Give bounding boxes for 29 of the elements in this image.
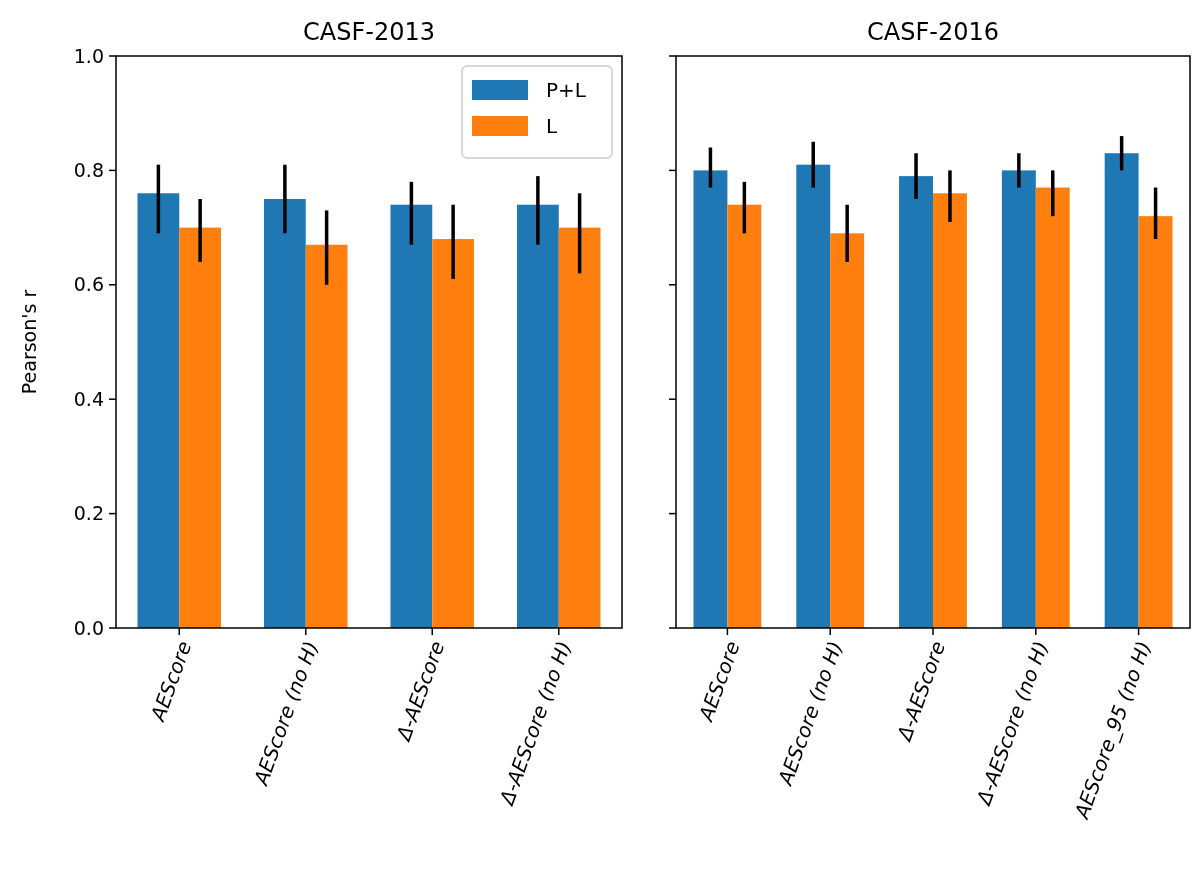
y-tick-label: 0.2 bbox=[73, 502, 104, 525]
y-tick-label: 0.0 bbox=[73, 616, 104, 639]
y-tick-label: 0.8 bbox=[73, 159, 104, 182]
bar bbox=[305, 244, 348, 628]
bar bbox=[517, 204, 559, 628]
bar bbox=[179, 227, 221, 628]
bar bbox=[558, 227, 601, 628]
y-axis-title: Pearson's r bbox=[18, 289, 40, 395]
chart-title: CASF-2016 bbox=[867, 18, 999, 46]
bar bbox=[432, 239, 474, 628]
bar bbox=[899, 176, 933, 628]
bar bbox=[933, 193, 967, 628]
bar bbox=[1104, 153, 1139, 628]
chart-title: CASF-2013 bbox=[303, 18, 435, 46]
bar bbox=[137, 193, 180, 628]
bar bbox=[796, 164, 831, 628]
bar bbox=[264, 199, 306, 628]
bar bbox=[1138, 216, 1173, 628]
bar bbox=[727, 204, 762, 628]
bar bbox=[1035, 187, 1070, 628]
legend-label: P+L bbox=[546, 78, 587, 102]
legend-label: L bbox=[546, 114, 558, 138]
y-tick-label: 0.4 bbox=[73, 387, 104, 410]
bar bbox=[1001, 170, 1036, 628]
bar bbox=[693, 170, 728, 628]
y-tick-label: 1.0 bbox=[73, 44, 104, 67]
bar bbox=[830, 233, 865, 628]
y-tick-label: 0.6 bbox=[73, 273, 104, 296]
bar bbox=[390, 204, 433, 628]
